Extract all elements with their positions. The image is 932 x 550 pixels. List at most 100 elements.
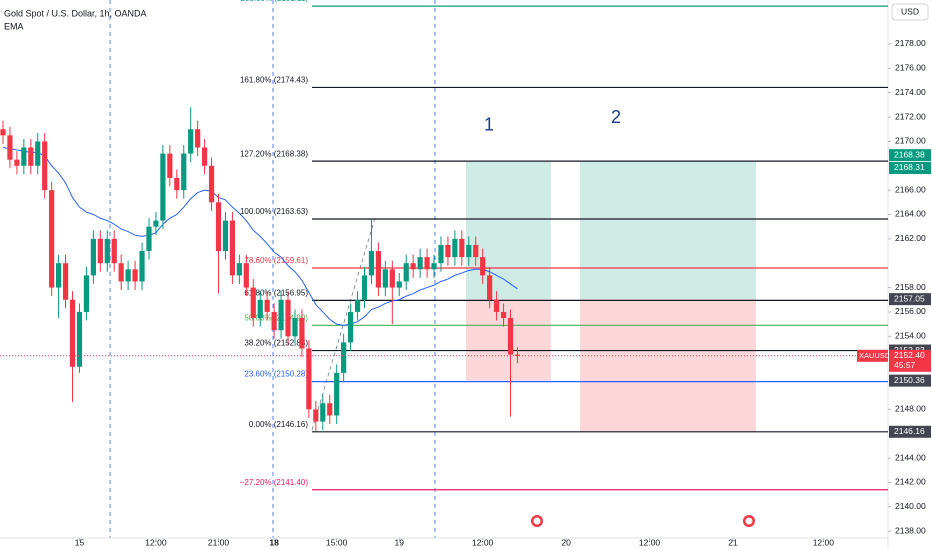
y-tick-label: 2164.00 <box>895 209 926 219</box>
y-tick-label: 2162.00 <box>895 233 926 243</box>
event-icon[interactable] <box>531 515 543 527</box>
candle-body <box>487 275 493 300</box>
candle-body <box>222 220 229 252</box>
fib-level-label: −27.20% (2141.40) <box>240 478 309 487</box>
price-tag <box>889 293 931 306</box>
candle-body <box>69 299 76 367</box>
y-tick-label: 2178.00 <box>895 38 926 48</box>
candle-body <box>139 251 145 282</box>
candle-body <box>403 263 409 282</box>
candle-body <box>264 299 270 312</box>
candle-body <box>389 269 395 288</box>
candle-body <box>236 263 242 276</box>
candle-body <box>368 251 375 276</box>
currency-box[interactable] <box>891 3 929 21</box>
position-label: 1 <box>484 115 494 135</box>
candle-body <box>7 135 13 160</box>
candle-body <box>306 348 312 410</box>
candle-body <box>396 281 402 288</box>
candle-body <box>132 269 138 282</box>
candle-body <box>125 269 131 282</box>
x-tick-label: 15 <box>75 537 85 547</box>
candle-body <box>452 238 458 258</box>
price-tag-label: 2168.31 <box>894 162 925 172</box>
candle-body <box>424 257 430 270</box>
candle-body <box>229 220 236 276</box>
candle-body <box>118 263 124 282</box>
last-price-label: 2152.40 <box>894 350 925 360</box>
y-tick-label: 2170.00 <box>895 136 926 146</box>
event-icon[interactable] <box>743 515 755 527</box>
fib-level-label: 38.20% (2152.83) <box>244 339 308 348</box>
candle-body <box>438 244 444 264</box>
position-target-zone <box>466 161 551 300</box>
y-tick-label: 2158.00 <box>895 282 926 292</box>
candle-body <box>278 299 284 331</box>
fib-level-label: 127.20% (2168.38) <box>240 149 308 158</box>
fib-level-label: 0.00% (2146.16) <box>249 420 308 429</box>
price-tag <box>889 161 931 174</box>
candle-body <box>459 238 465 258</box>
y-tick-label: 2154.00 <box>895 331 926 341</box>
candle-body <box>97 238 103 264</box>
candle-body <box>195 129 201 148</box>
x-tick-label: 20 <box>561 537 571 547</box>
y-tick-label: 2142.00 <box>895 477 926 487</box>
candle-body <box>292 318 298 337</box>
candle-body <box>445 244 451 258</box>
ema-line <box>2 147 518 326</box>
price-tag-label: 2150.36 <box>894 375 925 385</box>
candle-body <box>90 238 96 276</box>
x-tick-label: 21 <box>728 537 738 547</box>
candle-body <box>153 220 159 227</box>
fib-level-label: 161.80% (2174.43) <box>240 76 308 85</box>
chart-title: Gold Spot / U.S. Dollar, 1h, OANDA <box>4 8 147 18</box>
price-tag-label: 2157.05 <box>894 293 925 303</box>
candle-body <box>480 257 486 276</box>
candle-body <box>167 153 173 178</box>
candle-body <box>313 409 319 422</box>
y-tick-label: 2144.00 <box>895 452 926 462</box>
fib-level-label: 200.00% (2181.11) <box>241 0 309 3</box>
candle-body <box>35 141 41 166</box>
candle-body <box>215 202 222 252</box>
candle-body <box>146 226 152 252</box>
candle-body <box>361 275 368 300</box>
y-tick-label: 2156.00 <box>895 306 926 316</box>
candle-body <box>514 354 521 356</box>
price-tag-label: 2146.16 <box>894 426 925 436</box>
candle-body <box>181 153 187 191</box>
candle-body <box>473 244 479 258</box>
x-tick-label: 12:00 <box>639 537 661 547</box>
price-tag <box>889 425 931 438</box>
candle-body <box>14 159 20 166</box>
candle-body <box>76 311 83 367</box>
candle-body <box>285 299 291 337</box>
fib-level-label: 78.60% (2159.61) <box>244 256 308 265</box>
candle-body <box>42 141 48 191</box>
x-tick-label: 12:00 <box>813 537 835 547</box>
candle-body <box>382 269 388 288</box>
candle-body <box>493 299 500 312</box>
candle-body <box>299 318 305 349</box>
x-tick-label: 18 <box>269 537 279 547</box>
candle-body <box>49 190 55 288</box>
x-tick-label: 21:00 <box>208 537 230 547</box>
candle-body <box>341 342 347 373</box>
y-tick-label: 2176.00 <box>895 63 926 73</box>
currency-label[interactable]: USD <box>901 6 919 16</box>
candle-body <box>500 311 507 319</box>
symbol-label: XAUUSD <box>859 351 891 360</box>
candle-body <box>347 311 354 343</box>
candle-body <box>0 129 6 136</box>
candle-body <box>250 287 256 319</box>
x-tick-label: 15:00 <box>326 537 348 547</box>
candle-body <box>202 147 208 166</box>
fib-level-label: 61.80% (2156.95) <box>244 288 308 297</box>
candle-body <box>431 263 437 270</box>
candle-body <box>257 299 263 319</box>
candle-body <box>188 129 194 154</box>
candle-body <box>271 311 277 331</box>
